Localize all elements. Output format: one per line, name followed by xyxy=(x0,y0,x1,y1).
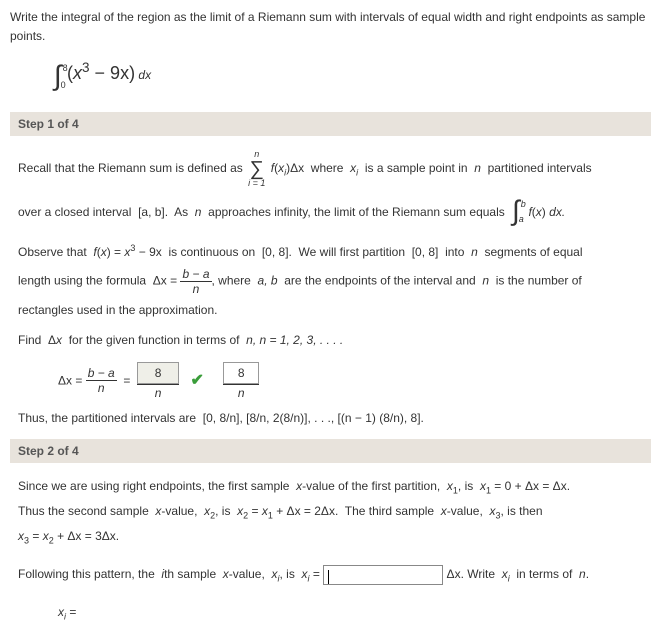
integral-sign-small: b ∫ a xyxy=(512,200,520,226)
step1-line4: length using the formula Δx = b − a n , … xyxy=(18,268,643,295)
step2-line1: Since we are using right endpoints, the … xyxy=(18,477,643,496)
step2-line4: Following this pattern, the ith sample x… xyxy=(18,565,643,585)
step2: Step 2 of 4 Since we are using right end… xyxy=(10,439,651,621)
sigma-icon: n ∑ i = 1 xyxy=(248,150,265,188)
step2-line2: Thus the second sample x-value, x2, is x… xyxy=(18,502,643,521)
step2-line5: xi = xyxy=(58,603,643,622)
check-icon: ✔ xyxy=(190,372,203,389)
dx: dx xyxy=(138,68,151,82)
correct-answer: 8 n xyxy=(223,362,259,399)
step1-line1: Recall that the Riemann sum is defined a… xyxy=(18,150,643,188)
prompt-text: Write the integral of the region as the … xyxy=(10,8,651,45)
step2-line3: x3 = x2 + Δx = 3Δx. xyxy=(18,527,643,546)
user-answer[interactable]: 8 n xyxy=(137,362,179,399)
step1-line7: Thus, the partitioned intervals are [0, … xyxy=(18,409,643,428)
deltax-equation: Δx = b − a n = 8 n ✔ 8 n xyxy=(58,362,643,399)
step1: Step 1 of 4 Recall that the Riemann sum … xyxy=(10,112,651,428)
step1-header: Step 1 of 4 xyxy=(10,112,651,136)
integrand: (x3 − 9x) xyxy=(67,63,135,83)
step2-header: Step 2 of 4 xyxy=(10,439,651,463)
integral-sign: 8 ∫ 0 xyxy=(54,65,62,88)
step1-line2: over a closed interval [a, b]. As n appr… xyxy=(18,200,643,226)
integral-expression: 8 ∫ 0 (x3 − 9x) dx xyxy=(50,63,151,87)
step1-line3: Observe that f(x) = x3 − 9x is continuou… xyxy=(18,243,643,262)
step1-line5: rectangles used in the approximation. xyxy=(18,301,643,320)
step1-line6: Find Δx for the given function in terms … xyxy=(18,331,643,350)
xi-coefficient-input[interactable] xyxy=(323,565,443,585)
